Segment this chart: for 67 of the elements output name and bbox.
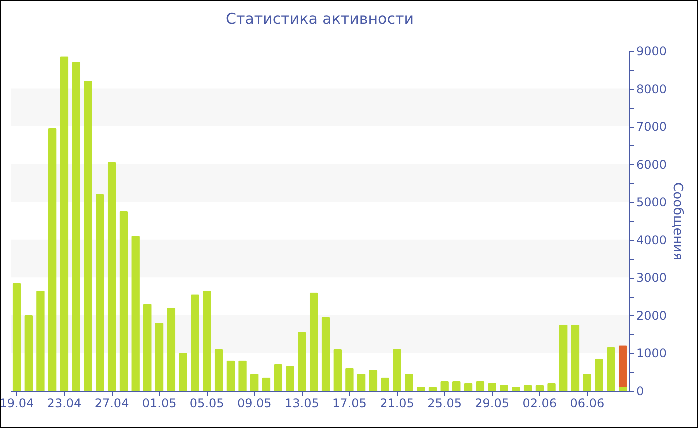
x-tick-label: 29.05 bbox=[475, 396, 510, 410]
bar bbox=[132, 236, 140, 391]
bar bbox=[36, 290, 45, 391]
bar bbox=[571, 324, 580, 391]
bar bbox=[250, 374, 259, 391]
x-tick-label: 21.05 bbox=[380, 396, 414, 410]
y-tick-label: 6000 bbox=[636, 158, 668, 172]
bar bbox=[24, 315, 33, 391]
y-tick-label: 0 bbox=[636, 384, 644, 398]
bar bbox=[214, 349, 224, 391]
bar bbox=[524, 385, 532, 391]
x-tick-label: 27.04 bbox=[94, 396, 130, 410]
bar bbox=[12, 283, 22, 391]
bar bbox=[404, 374, 414, 391]
bar bbox=[167, 308, 176, 391]
x-tick-label: 19.04 bbox=[0, 396, 34, 410]
bar bbox=[96, 194, 104, 391]
bar bbox=[108, 162, 116, 391]
bar bbox=[144, 304, 152, 391]
y-tick-label: 3000 bbox=[636, 271, 668, 286]
bar bbox=[452, 382, 461, 391]
x-tick-label: 02.06 bbox=[522, 396, 558, 410]
y-tick-label: 1000 bbox=[636, 346, 668, 361]
bar bbox=[298, 332, 306, 391]
bar bbox=[536, 385, 544, 391]
bar bbox=[583, 374, 592, 391]
bar bbox=[607, 348, 616, 391]
x-tick-label: 23.04 bbox=[47, 396, 82, 410]
bar bbox=[72, 62, 81, 391]
bar bbox=[202, 290, 212, 391]
x-tick-label: 06.06 bbox=[570, 396, 605, 410]
bar bbox=[322, 317, 330, 391]
x-tick-label: 01.05 bbox=[142, 396, 177, 410]
bar bbox=[357, 374, 366, 391]
bar bbox=[310, 292, 318, 391]
bar bbox=[618, 387, 628, 391]
y-tick-label: 8000 bbox=[636, 82, 668, 96]
bar bbox=[191, 294, 200, 391]
x-tick-label: 25.05 bbox=[428, 396, 462, 410]
bar bbox=[226, 360, 236, 391]
chart-title: Статистика активности bbox=[226, 10, 414, 28]
bar bbox=[618, 346, 628, 388]
x-tick-label: 09.05 bbox=[237, 396, 272, 410]
y-axis-title: Сообщения bbox=[670, 182, 686, 261]
bar bbox=[559, 324, 568, 391]
bar bbox=[476, 382, 485, 391]
y-tick-label: 9000 bbox=[636, 44, 668, 58]
bar bbox=[464, 383, 473, 391]
x-tick-label: 17.05 bbox=[332, 396, 367, 410]
bar bbox=[48, 128, 57, 391]
y-tick-label: 4000 bbox=[636, 233, 668, 248]
bar bbox=[155, 323, 164, 391]
x-tick-label: 13.05 bbox=[284, 396, 320, 410]
bar bbox=[381, 378, 390, 391]
bar bbox=[84, 81, 92, 391]
bar bbox=[262, 378, 271, 391]
bar bbox=[120, 212, 128, 391]
bar bbox=[274, 364, 283, 391]
y-tick-label: 5000 bbox=[636, 196, 668, 210]
y-tick-label: 2000 bbox=[636, 308, 668, 323]
x-tick-label: 05.05 bbox=[190, 396, 224, 410]
bar bbox=[393, 349, 402, 391]
bar bbox=[369, 370, 378, 391]
bar bbox=[334, 349, 342, 391]
bar bbox=[440, 382, 449, 391]
bar bbox=[60, 56, 69, 391]
y-tick-label: 7000 bbox=[636, 120, 668, 134]
